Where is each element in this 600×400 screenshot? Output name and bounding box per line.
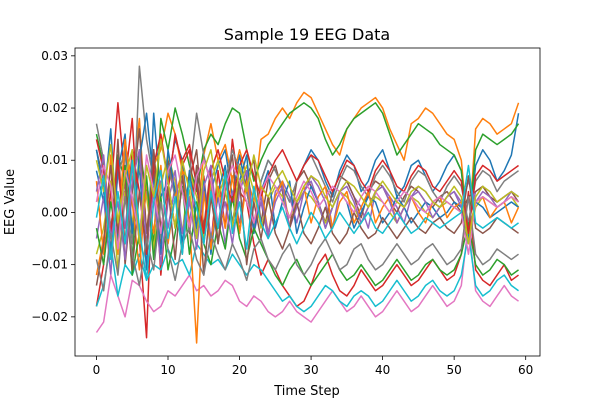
- series-line: [95, 149, 519, 286]
- x-tick-label: 20: [232, 363, 247, 377]
- y-tick-label: 0.02: [41, 101, 68, 115]
- y-tick-label: −0.01: [31, 258, 68, 272]
- x-tick-label: 50: [447, 363, 462, 377]
- y-tick-label: 0.01: [41, 153, 68, 167]
- x-tick-label: 60: [518, 363, 533, 377]
- x-tick-label: 40: [375, 363, 390, 377]
- series-line: [95, 112, 519, 255]
- x-tick-label: 30: [303, 363, 318, 377]
- y-tick-label: 0.03: [41, 49, 68, 63]
- series-line: [95, 164, 519, 287]
- x-axis-label: Time Step: [273, 384, 340, 399]
- series-line: [95, 102, 519, 339]
- series-line: [95, 159, 519, 282]
- x-tick-label: 0: [93, 363, 101, 377]
- chart-title: Sample 19 EEG Data: [224, 25, 390, 44]
- series-line: [95, 196, 519, 292]
- y-axis-label: EEG Value: [3, 169, 18, 235]
- series-line: [95, 91, 520, 276]
- series-line: [95, 138, 519, 245]
- y-tick-label: −0.02: [31, 310, 68, 324]
- y-axis-ticks: −0.02 −0.01 0.00 0.01 0.02 0.03: [31, 49, 75, 324]
- series-line: [95, 222, 519, 333]
- series-lines: [95, 65, 520, 344]
- x-axis-ticks: 0 10 20 30 40 50 60: [93, 356, 533, 377]
- y-tick-label: 0.00: [41, 205, 68, 219]
- series-line: [95, 102, 520, 261]
- plot-area-frame: [74, 47, 541, 357]
- x-tick-label: 10: [160, 363, 175, 377]
- series-line: [95, 154, 519, 255]
